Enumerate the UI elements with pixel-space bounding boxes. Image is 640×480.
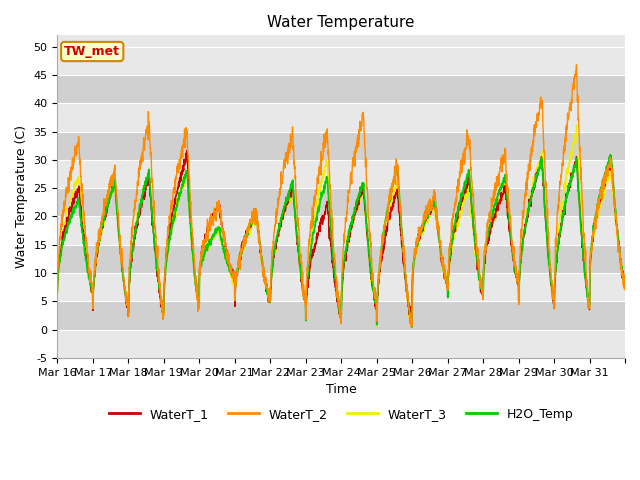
Text: TW_met: TW_met [64,45,120,58]
Bar [58,329,625,358]
Title: Water Temperature: Water Temperature [268,15,415,30]
Bar [58,160,625,188]
Bar [58,132,625,160]
Bar [58,103,625,132]
Legend: WaterT_1, WaterT_2, WaterT_3, H2O_Temp: WaterT_1, WaterT_2, WaterT_3, H2O_Temp [104,403,579,426]
Bar [58,301,625,329]
X-axis label: Time: Time [326,383,356,396]
Bar [58,47,625,75]
Bar [58,245,625,273]
Y-axis label: Water Temperature (C): Water Temperature (C) [15,125,28,268]
Bar [58,188,625,216]
Bar [58,216,625,245]
Bar [58,75,625,103]
Bar [58,273,625,301]
